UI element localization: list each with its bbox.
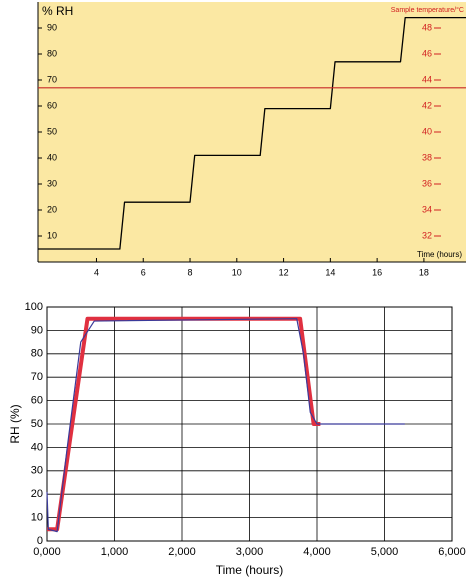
y-tick-label: 50 [31,418,43,430]
y-tick-label: 40 [31,441,43,453]
x-tick-label: 14 [325,267,335,277]
y-tick-label: 20 [31,488,43,500]
y-axis-title: RH (%) [8,404,22,443]
series-line [47,316,321,532]
y2-tick-label: 38 [422,152,432,162]
x-tick-label: 2,000 [168,546,196,558]
x-tick-label: 6,000 [438,546,466,558]
x-tick-label: 10 [232,267,242,277]
y-tick-label: 80 [31,348,43,360]
x-tick-label: 4 [94,267,99,277]
y-tick-label: 10 [31,512,43,524]
y-tick-label: 10 [47,230,57,240]
x-tick-label: 18 [419,267,429,277]
x-tick-label: 8 [188,267,193,277]
y2-axis-title: Sample temperature/°C [391,6,464,14]
y2-tick-label: 48 [422,22,432,32]
y2-tick-label: 36 [422,178,432,188]
series-line [38,16,466,250]
y2-tick-label: 34 [422,204,432,214]
x-tick-label: 1,000 [101,546,129,558]
x-tick-label: 16 [372,267,382,277]
x-tick-label: 3,000 [236,546,264,558]
y-tick-label: 60 [47,100,57,110]
y-tick-label: 50 [47,126,57,136]
y-tick-label: 70 [47,74,57,84]
x-tick-label: 6 [141,267,146,277]
y-tick-label: 40 [47,152,57,162]
y-tick-label: 80 [47,48,57,58]
y-axis-title: % RH [42,4,73,18]
x-tick-label: 5,000 [371,546,399,558]
y-tick-label: 30 [31,465,43,477]
series-line [46,318,405,533]
y-tick-label: 60 [31,395,43,407]
x-axis-title: Time (hours) [417,250,462,259]
x-tick-label: 0,000 [33,546,61,558]
x-axis-title: Time (hours) [216,563,284,577]
y-tick-label: 0 [37,535,43,547]
y-tick-label: 70 [31,371,43,383]
y-tick-label: 90 [31,324,43,336]
y2-tick-label: 44 [422,74,432,84]
y2-tick-label: 46 [422,48,432,58]
x-tick-label: 4,000 [303,546,331,558]
y2-tick-label: 32 [422,230,432,240]
y2-tick-label: 40 [422,126,432,136]
y-tick-label: 20 [47,204,57,214]
y-tick-label: 100 [25,301,43,313]
plot-background [38,2,466,262]
y-tick-label: 90 [47,22,57,32]
y2-tick-label: 42 [422,100,432,110]
x-tick-label: 12 [279,267,289,277]
y-tick-label: 30 [47,178,57,188]
